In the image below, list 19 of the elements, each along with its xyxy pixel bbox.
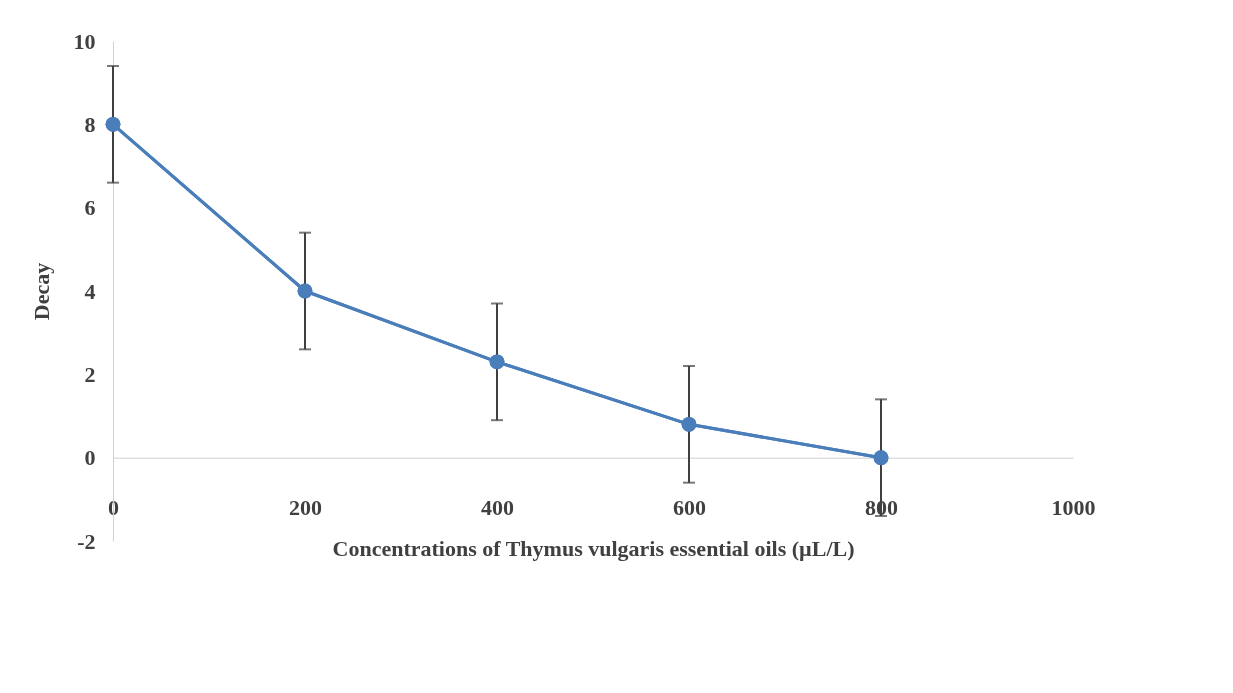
point <box>297 283 313 299</box>
x-tick-label: 200 <box>289 495 322 521</box>
point <box>873 450 889 466</box>
x-tick-label: 600 <box>673 495 706 521</box>
x-tick-label: 400 <box>481 495 514 521</box>
y-tick-label: 6 <box>84 195 96 221</box>
y-axis-title: Decay <box>28 262 54 321</box>
x-tick-label: 1000 <box>1051 495 1096 521</box>
y-tick-label: 4 <box>84 278 96 304</box>
y-tick-label: 8 <box>84 111 96 137</box>
point <box>489 354 505 370</box>
x-axis-title: Concentrations of Thymus vulgaris essential oils (µL/L) <box>332 536 855 562</box>
x-tick-label: 0 <box>108 495 119 521</box>
point <box>105 116 121 132</box>
y-tick-label: 10 <box>73 28 96 54</box>
point <box>681 416 697 432</box>
y-tick-label: -2 <box>77 528 96 554</box>
y-tick-label: 2 <box>84 361 96 387</box>
y-tick-label: 0 <box>84 445 96 471</box>
